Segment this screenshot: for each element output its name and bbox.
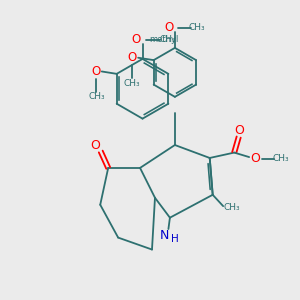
Text: O: O bbox=[92, 65, 101, 78]
Text: O: O bbox=[128, 51, 137, 64]
Text: O: O bbox=[90, 139, 100, 152]
Text: O: O bbox=[234, 124, 244, 137]
Text: O: O bbox=[164, 21, 173, 34]
Text: CH₃: CH₃ bbox=[272, 154, 289, 163]
Text: O: O bbox=[250, 152, 260, 165]
Text: CH₃: CH₃ bbox=[88, 92, 105, 101]
Text: CH₃: CH₃ bbox=[224, 203, 240, 212]
Text: O: O bbox=[131, 33, 141, 46]
Text: N: N bbox=[160, 229, 170, 242]
Text: CH₃: CH₃ bbox=[188, 23, 205, 32]
Text: CH₃: CH₃ bbox=[160, 35, 176, 44]
Text: methyl: methyl bbox=[150, 35, 179, 44]
Text: H: H bbox=[170, 235, 178, 244]
Text: CH₃: CH₃ bbox=[124, 79, 140, 88]
